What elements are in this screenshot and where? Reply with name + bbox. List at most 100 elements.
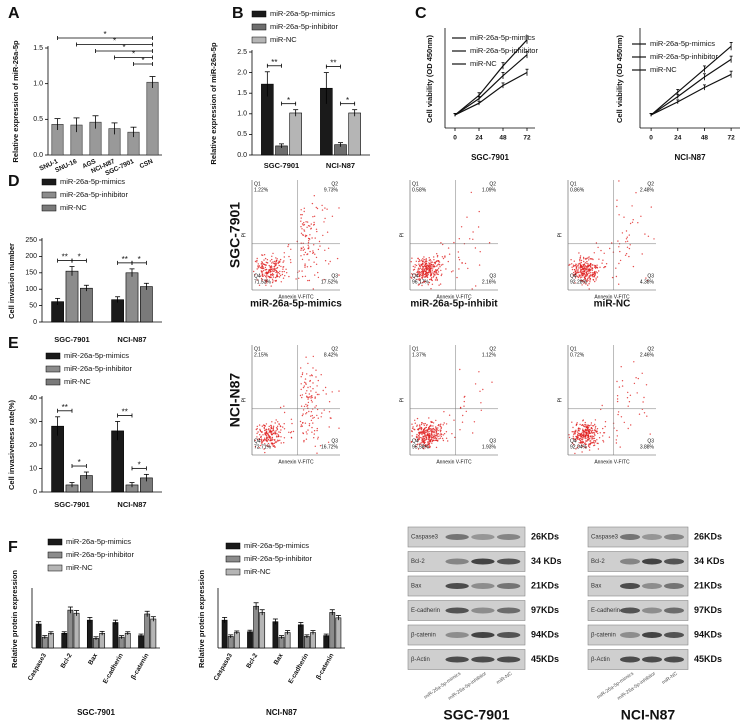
blot-band	[620, 583, 640, 589]
event-dot	[588, 277, 590, 279]
event-dot	[310, 415, 312, 417]
y-tick-label: 1.0	[33, 81, 43, 88]
y-axis-label: Cell viability (OD 450nm)	[615, 35, 624, 123]
event-dot	[440, 274, 442, 277]
y-axis-label: Relative protein expression	[197, 570, 206, 668]
event-dot	[581, 276, 583, 278]
event-dot	[317, 438, 319, 440]
event-dot	[277, 262, 279, 265]
event-dot	[301, 372, 304, 374]
event-dot	[259, 266, 262, 269]
event-dot	[599, 266, 601, 268]
event-dot	[290, 261, 292, 264]
event-dot	[571, 431, 573, 433]
event-dot	[431, 264, 433, 266]
event-dot	[620, 366, 622, 368]
event-dot	[274, 431, 276, 434]
legend-marker	[41, 204, 57, 212]
event-dot	[300, 217, 302, 219]
event-dot	[605, 263, 608, 265]
event-dot	[266, 275, 268, 277]
event-dot	[442, 434, 444, 436]
event-dot	[616, 429, 618, 432]
event-dot	[331, 215, 334, 217]
event-dot	[429, 268, 431, 270]
event-dot	[430, 424, 432, 426]
bar	[272, 621, 279, 649]
event-dot	[443, 433, 446, 435]
event-dot	[428, 425, 431, 428]
event-dot	[573, 443, 575, 446]
event-dot	[577, 433, 579, 436]
event-dot	[421, 433, 423, 436]
event-dot	[261, 425, 263, 427]
blot-band	[471, 534, 495, 540]
event-dot	[576, 275, 578, 277]
event-dot	[311, 395, 313, 397]
quadrant-percentage: 95.58%	[412, 444, 430, 450]
event-dot	[438, 435, 440, 438]
event-dot	[474, 383, 477, 385]
event-dot	[475, 285, 477, 287]
event-dot	[585, 437, 587, 440]
quadrant-percentage: 2.48%	[640, 187, 655, 193]
event-dot	[275, 280, 277, 282]
event-dot	[313, 437, 315, 439]
event-dot	[628, 234, 630, 236]
event-dot	[438, 284, 440, 286]
event-dot	[427, 443, 430, 446]
event-dot	[472, 231, 474, 233]
event-dot	[263, 259, 265, 261]
event-dot	[573, 260, 575, 262]
event-dot	[426, 260, 428, 263]
event-dot	[445, 437, 448, 439]
event-dot	[593, 442, 595, 444]
event-dot	[575, 435, 577, 438]
event-dot	[414, 266, 416, 268]
event-dot	[420, 282, 422, 284]
event-dot	[586, 426, 589, 428]
event-dot	[300, 255, 302, 257]
event-dot	[313, 224, 315, 226]
event-dot	[274, 439, 276, 441]
event-dot	[569, 263, 571, 266]
event-dot	[579, 277, 582, 279]
quadrant-name: Q1	[412, 181, 419, 187]
x-tick-label: 24	[475, 135, 483, 142]
event-dot	[595, 425, 597, 428]
event-dot	[418, 443, 421, 445]
event-dot	[611, 242, 613, 244]
event-dot	[591, 274, 593, 276]
event-dot	[439, 425, 441, 428]
event-dot	[275, 430, 277, 432]
event-dot	[629, 394, 632, 396]
event-dot	[309, 379, 311, 382]
event-dot	[596, 430, 598, 432]
event-dot	[274, 422, 276, 424]
event-dot	[422, 271, 425, 273]
event-dot	[595, 279, 597, 281]
legend-label: miR-26a-5p-mimics	[470, 33, 535, 42]
event-dot	[417, 270, 419, 273]
event-dot	[301, 228, 303, 230]
event-dot	[618, 386, 621, 388]
event-dot	[584, 443, 586, 446]
quadrant-name: Q4	[570, 273, 577, 279]
event-dot	[434, 429, 436, 431]
significance-label: *	[287, 96, 290, 105]
quadrant-name: Q2	[489, 181, 496, 187]
event-dot	[316, 393, 319, 396]
event-dot	[324, 207, 326, 209]
event-dot	[315, 228, 318, 230]
event-dot	[321, 209, 324, 211]
event-dot	[305, 356, 307, 358]
event-dot	[313, 433, 315, 435]
event-dot	[308, 246, 310, 248]
event-dot	[427, 446, 429, 448]
event-dot	[312, 288, 314, 290]
event-dot	[584, 262, 587, 264]
event-dot	[442, 439, 445, 442]
event-dot	[478, 371, 480, 373]
panel-label: D	[8, 173, 20, 190]
event-dot	[256, 261, 258, 263]
